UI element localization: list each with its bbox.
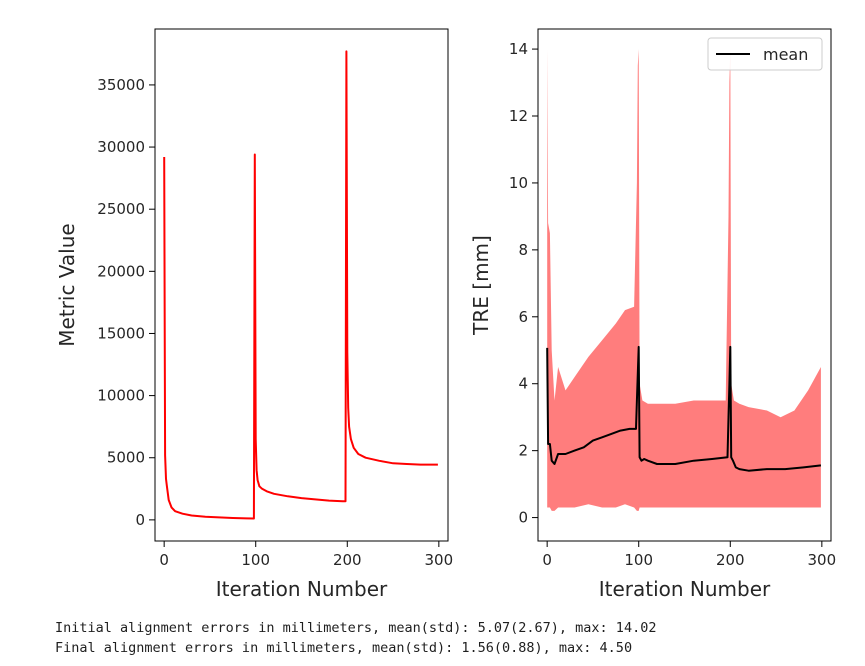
metric-chart-x-tick-label: 100 — [241, 551, 270, 569]
tre-chart-x-tick-label: 200 — [716, 551, 745, 569]
tre-chart-x-tick-label: 0 — [542, 551, 552, 569]
metric-chart-x-axis-title: Iteration Number — [216, 577, 388, 601]
tre-chart-legend-box — [707, 37, 823, 71]
tre-chart-x-tick-label: 100 — [624, 551, 653, 569]
figure: 0 100 200 300050001000015000200002500030000… — [55, 28, 837, 601]
output-line-initial-errors: Initial alignment errors in millimeters,… — [55, 620, 657, 636]
metric-chart-y-tick-label: 20000 — [97, 262, 145, 280]
tre-chart-x-axis-title: Iteration Number — [599, 577, 771, 601]
metric-chart-y-tick-label: 25000 — [97, 200, 145, 218]
tre-chart-y-tick-label: 8 — [518, 241, 528, 259]
tre-chart-y-tick-label: 14 — [509, 40, 528, 58]
metric-chart-axes-frame — [154, 28, 449, 542]
tre-chart-y-tick-label: 12 — [509, 107, 528, 125]
tre-chart-axes-frame — [537, 28, 832, 542]
tre-chart-y-axis-title: TRE [mm] — [469, 235, 493, 336]
tre-chart-y-tick-label: 6 — [518, 308, 528, 326]
tre-chart-series-mean-line — [546, 345, 822, 472]
metric-chart-y-tick-label: 15000 — [97, 324, 145, 342]
tre-chart: 0 100 200 300 0 2 4 6 8 10 12 14 Iteration Number TRE… — [469, 28, 837, 601]
metric-chart-y-tick-label: 5000 — [107, 449, 145, 467]
metric-chart-x-tick-label: 300 — [425, 551, 454, 569]
metric-chart-y-axis-title: Metric Value — [55, 223, 79, 346]
metric-chart-x-tick-label: 200 — [333, 551, 362, 569]
metric-chart-y-tick-label: 30000 — [97, 138, 145, 156]
tre-chart-y-tick-label: 10 — [509, 174, 528, 192]
metric-chart-series-metric-line — [163, 50, 438, 520]
tre-chart-y-tick-label: 0 — [518, 509, 528, 527]
metric-chart-x-tick-label: 0 — [159, 551, 169, 569]
metric-chart: 0 100 200 300 0 5000 10000 15000 20000 25000 30000… — [55, 28, 454, 601]
tre-chart-legend: mean — [707, 37, 823, 71]
metric-chart-y-tick-label: 35000 — [97, 76, 145, 94]
metric-chart-y-tick-label: 0 — [135, 511, 145, 529]
tre-chart-range-band — [547, 49, 821, 511]
tre-chart-x-tick-label: 300 — [808, 551, 837, 569]
output-line-final-errors: Final alignment errors in millimeters, m… — [55, 640, 633, 656]
metric-chart-y-tick-label: 10000 — [97, 387, 145, 405]
tre-chart-legend-label: mean — [763, 45, 808, 64]
tre-chart-y-tick-label: 4 — [518, 375, 528, 393]
tre-chart-y-tick-label: 2 — [518, 442, 528, 460]
